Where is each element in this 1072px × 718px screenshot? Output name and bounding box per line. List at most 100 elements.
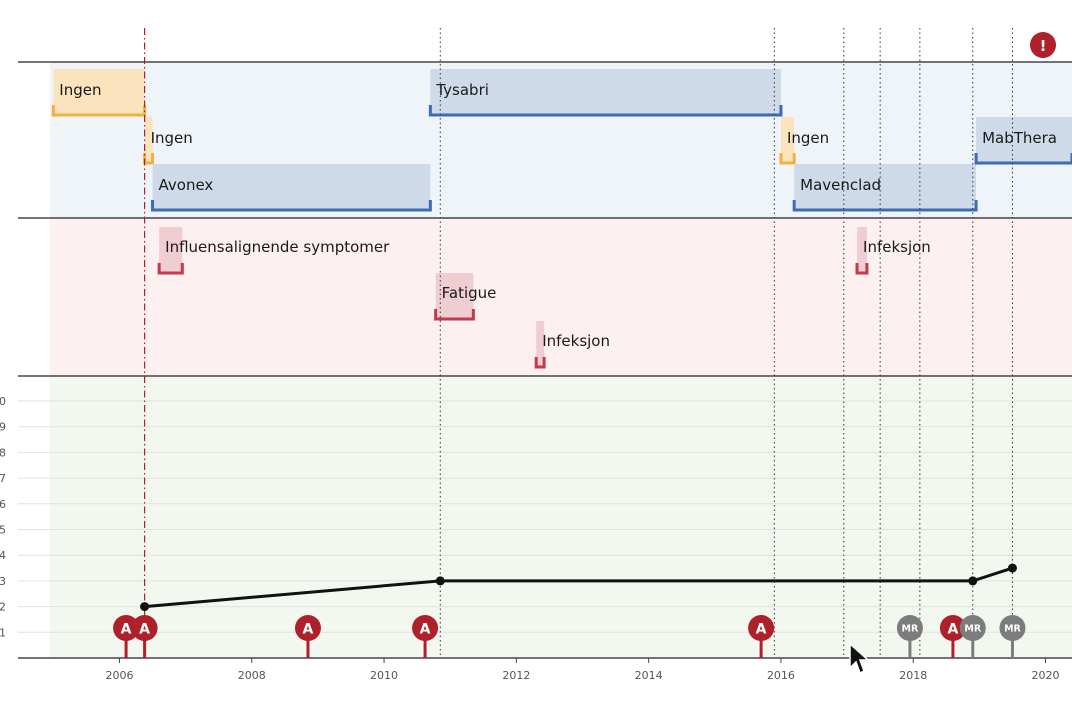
measurement-panel: [50, 376, 1072, 658]
alert-circle: [1030, 32, 1056, 58]
event-marker-a-1[interactable]: A: [131, 615, 158, 658]
x-tick-label: 2016: [767, 669, 795, 682]
treatment-label: Ingen: [59, 81, 101, 99]
side-effect-panel: [50, 218, 1072, 376]
event-marker-a-3[interactable]: A: [412, 615, 439, 658]
treatment-bar-fill: [780, 117, 795, 163]
side-effect-bar-1[interactable]: Infeksjon: [855, 227, 931, 275]
x-tick-label: 2010: [370, 669, 398, 682]
treatment-label: Tysabri: [435, 81, 489, 99]
event-marker-label: A: [121, 622, 132, 638]
event-marker-circle: [999, 615, 1026, 641]
event-marker-a-4[interactable]: A: [748, 615, 775, 658]
event-marker-circle: [113, 615, 140, 641]
treatment-bar-bracket: [428, 105, 783, 117]
event-marker-circle: [748, 615, 775, 641]
y-tick-label: 3: [0, 575, 6, 588]
treatment-label: Ingen: [151, 129, 193, 147]
treatment-label: MabThera: [982, 129, 1057, 147]
y-tick-label: 9: [0, 421, 6, 434]
series-point[interactable]: [1007, 563, 1017, 573]
y-tick-label: 6: [0, 498, 6, 511]
treatment-bar-fill: [152, 164, 431, 210]
side-effect-bracket: [534, 357, 546, 369]
y-tick-label: 7: [0, 472, 6, 485]
event-marker-circle: [412, 615, 439, 641]
series-line-0: [144, 566, 1013, 609]
side-effect-bar-3[interactable]: Infeksjon: [534, 321, 610, 369]
treatment-bar-fill: [144, 117, 153, 163]
event-marker-label: A: [948, 622, 959, 638]
side-effect-bar-0[interactable]: Influensalignende symptomer: [157, 227, 390, 275]
series-point[interactable]: [968, 576, 978, 586]
side-effect-bar-2[interactable]: Fatigue: [434, 273, 497, 321]
y-tick-label: 2: [0, 601, 6, 614]
treatment-bar-bracket: [792, 200, 978, 212]
side-effect-bracket: [157, 263, 184, 275]
side-effect-bracket: [855, 263, 869, 275]
event-marker-circle: [896, 615, 923, 641]
series-point[interactable]: [140, 602, 150, 612]
side-effect-label: Influensalignende symptomer: [165, 238, 390, 256]
treatment-label: Avonex: [159, 176, 214, 194]
treatment-bar-bracket: [143, 153, 155, 165]
treatment-bar-fill: [53, 69, 145, 115]
side-effect-fill: [435, 273, 474, 319]
x-tick-label: 2018: [899, 669, 927, 682]
side-effect-fill: [857, 227, 867, 273]
event-marker-label: A: [420, 622, 431, 638]
event-marker-circle: [131, 615, 158, 641]
side-effect-label: Fatigue: [442, 284, 497, 302]
treatment-bar-fill: [976, 117, 1072, 163]
y-tick-label: 1: [0, 626, 6, 639]
treatment-bar-bracket: [151, 200, 432, 212]
event-marker-circle: [939, 615, 966, 641]
event-marker-mr-5[interactable]: MR: [896, 615, 923, 658]
series-point[interactable]: [435, 576, 445, 586]
treatment-bar-3[interactable]: Tysabri: [428, 69, 783, 117]
event-marker-label: MR: [1004, 624, 1021, 635]
exclamation-alert-icon[interactable]: !: [1030, 32, 1056, 58]
treatment-bar-bracket: [974, 153, 1072, 165]
mouse-pointer-icon: [849, 642, 870, 675]
side-effect-label: Infeksjon: [542, 332, 610, 350]
x-tick-label: 2012: [502, 669, 530, 682]
treatment-bar-1[interactable]: Ingen: [143, 117, 193, 165]
treatment-bar-0[interactable]: Ingen: [51, 69, 147, 117]
alert-label: !: [1040, 37, 1047, 55]
treatment-bar-4[interactable]: Ingen: [779, 117, 829, 165]
y-tick-label: 5: [0, 524, 6, 537]
event-marker-label: A: [303, 622, 314, 638]
event-marker-a-0[interactable]: A: [113, 615, 140, 658]
treatment-label: Mavenclad: [800, 176, 881, 194]
event-marker-label: A: [139, 622, 150, 638]
y-tick-label: 10: [0, 395, 6, 408]
event-marker-a-2[interactable]: A: [294, 615, 321, 658]
event-marker-label: A: [756, 622, 767, 638]
treatment-bar-2[interactable]: Avonex: [151, 164, 432, 212]
treatment-bar-6[interactable]: MabThera: [974, 117, 1072, 165]
treatment-bar-5[interactable]: Mavenclad: [792, 164, 978, 212]
side-effect-bracket: [434, 309, 475, 321]
event-marker-mr-7[interactable]: MR: [959, 615, 986, 658]
y-tick-label: 4: [0, 549, 6, 562]
treatment-bar-fill: [430, 69, 781, 115]
event-marker-circle: [959, 615, 986, 641]
event-marker-label: MR: [964, 624, 981, 635]
x-tick-label: 2020: [1032, 669, 1060, 682]
treatment-bar-bracket: [779, 153, 796, 165]
y-tick-label: 8: [0, 446, 6, 459]
event-marker-a-6[interactable]: A: [939, 615, 966, 658]
side-effect-label: Infeksjon: [863, 238, 931, 256]
side-effect-fill: [536, 321, 545, 367]
x-tick-label: 2014: [635, 669, 663, 682]
treatment-bar-bracket: [51, 105, 147, 117]
event-marker-label: MR: [902, 624, 919, 635]
event-marker-mr-8[interactable]: MR: [999, 615, 1026, 658]
treatment-bar-fill: [794, 164, 977, 210]
treatment-label: Ingen: [787, 129, 829, 147]
x-tick-label: 2006: [105, 669, 133, 682]
side-effect-fill: [159, 227, 183, 273]
